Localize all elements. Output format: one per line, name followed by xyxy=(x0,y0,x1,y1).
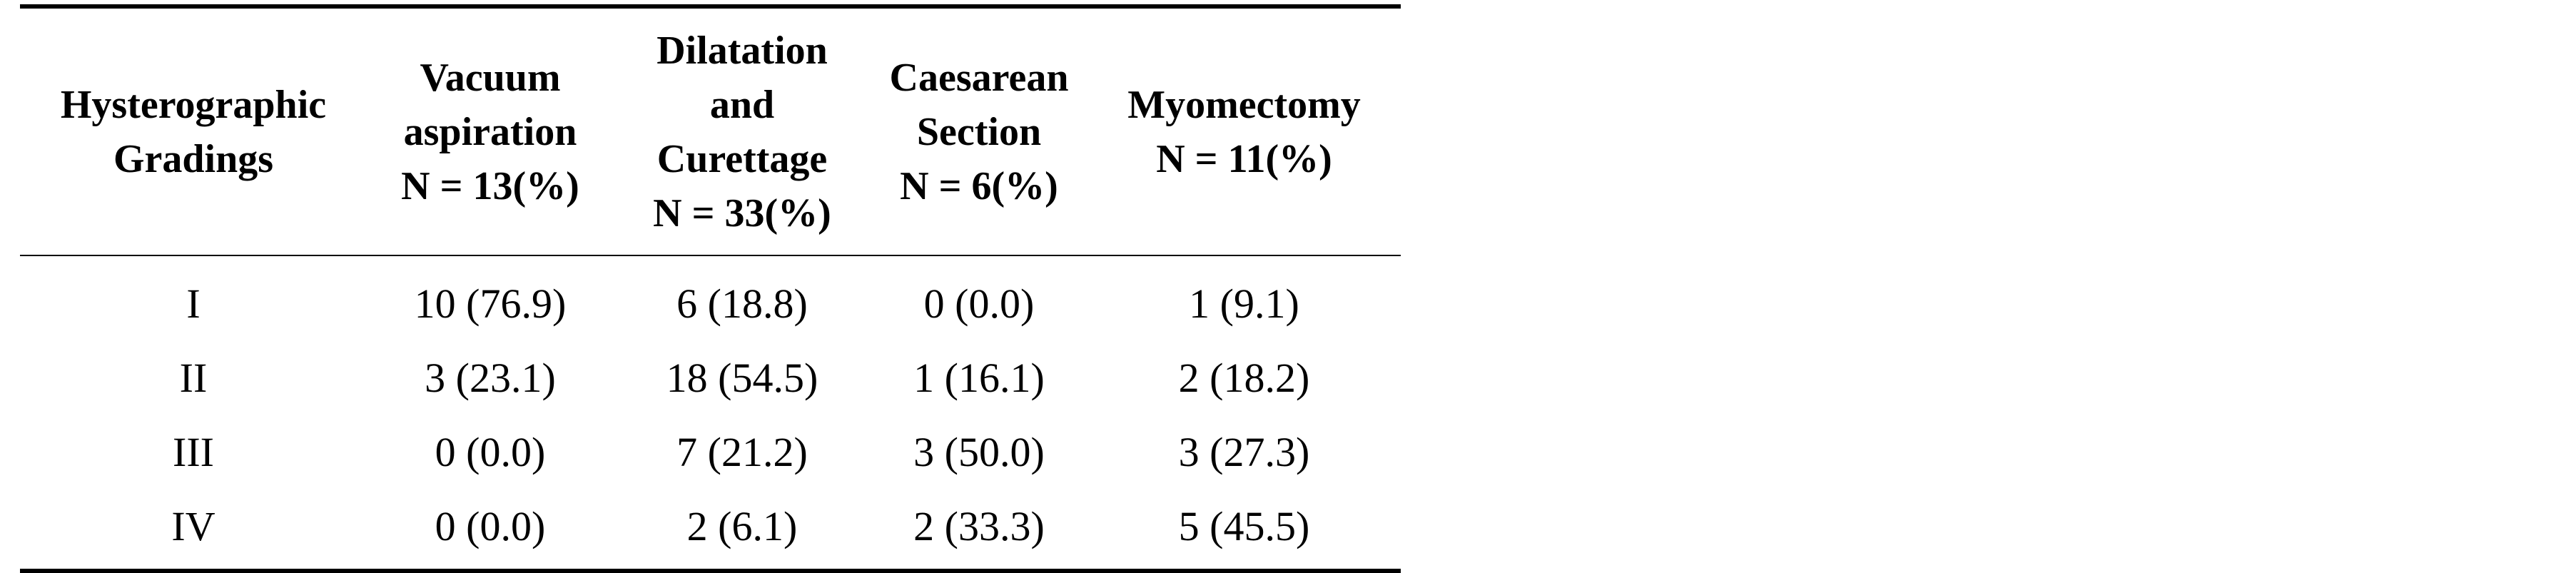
grade-cell: IV xyxy=(171,502,215,549)
column-header-dilatation-curettage: Dilatation and Curettage N = 33(%) xyxy=(653,28,831,235)
table-header: Hysterographic Gradings Vacuum aspiratio… xyxy=(20,6,1401,255)
table-row: III 0 (0.0) 7 (21.2) 3 (50.0) 3 (27.3) xyxy=(20,415,1401,489)
myomectomy-cell: 2 (18.2) xyxy=(1178,354,1310,401)
hysterographic-grading-table: Hysterographic Gradings Vacuum aspiratio… xyxy=(20,4,1401,573)
grade-cell: I xyxy=(186,280,201,327)
table-body: I 10 (76.9) 6 (18.8) 0 (0.0) 1 (9.1) II … xyxy=(20,255,1401,571)
grade-cell: III xyxy=(173,428,214,475)
vacuum-aspiration-cell: 3 (23.1) xyxy=(425,354,556,401)
table-row: IV 0 (0.0) 2 (6.1) 2 (33.3) 5 (45.5) xyxy=(20,489,1401,571)
header-row: Hysterographic Gradings Vacuum aspiratio… xyxy=(20,6,1401,255)
column-header-vacuum-aspiration: Vacuum aspiration N = 13(%) xyxy=(401,55,579,208)
table-row: II 3 (23.1) 18 (54.5) 1 (16.1) 2 (18.2) xyxy=(20,340,1401,415)
caesarean-section-cell: 2 (33.3) xyxy=(913,502,1045,549)
myomectomy-cell: 1 (9.1) xyxy=(1189,280,1299,327)
dilatation-curettage-cell: 2 (6.1) xyxy=(686,502,798,549)
caesarean-section-cell: 3 (50.0) xyxy=(913,428,1045,475)
myomectomy-cell: 3 (27.3) xyxy=(1178,428,1310,475)
dilatation-curettage-cell: 6 (18.8) xyxy=(676,280,808,327)
grade-cell: II xyxy=(179,354,208,401)
table-row: I 10 (76.9) 6 (18.8) 0 (0.0) 1 (9.1) xyxy=(20,255,1401,340)
dilatation-curettage-cell: 7 (21.2) xyxy=(676,428,808,475)
dilatation-curettage-cell: 18 (54.5) xyxy=(666,354,818,401)
caesarean-section-cell: 1 (16.1) xyxy=(913,354,1045,401)
column-header-caesarean-section: Caesarean Section N = 6(%) xyxy=(889,55,1069,208)
vacuum-aspiration-cell: 0 (0.0) xyxy=(435,428,546,475)
column-header-gradings: Hysterographic Gradings xyxy=(60,82,327,181)
vacuum-aspiration-cell: 10 (76.9) xyxy=(414,280,567,327)
grading-table-container: Hysterographic Gradings Vacuum aspiratio… xyxy=(20,4,1401,573)
vacuum-aspiration-cell: 0 (0.0) xyxy=(435,502,546,549)
column-header-myomectomy: Myomectomy N = 11(%) xyxy=(1127,82,1361,181)
caesarean-section-cell: 0 (0.0) xyxy=(923,280,1035,327)
myomectomy-cell: 5 (45.5) xyxy=(1178,502,1310,549)
